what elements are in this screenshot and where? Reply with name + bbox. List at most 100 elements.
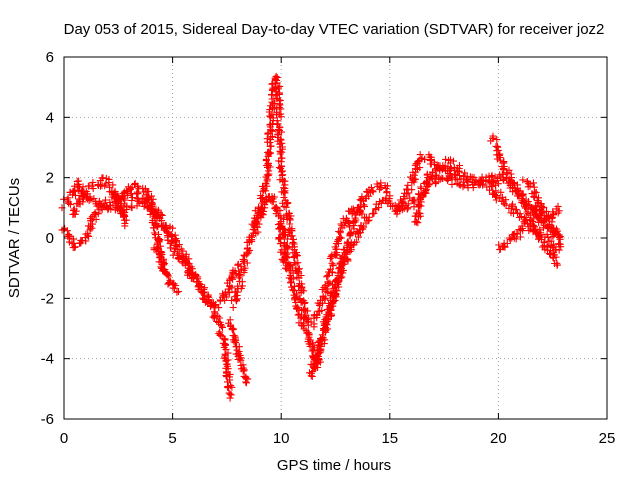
data-point-marker [157,211,165,218]
data-point-marker [279,167,286,175]
data-point-marker [171,231,179,239]
data-point-marker [84,190,92,198]
data-point-marker [219,323,226,331]
data-point-marker [332,283,340,291]
data-point-marker [121,222,129,230]
data-point-marker [89,185,97,192]
data-point-marker [166,244,174,252]
data-point-marker [489,182,497,190]
data-point-marker [369,210,377,218]
data-point-marker [281,181,289,189]
y-tick-labels: -6 -4 -2 0 2 4 6 [41,49,54,428]
data-point-marker [264,160,272,168]
data-point-marker [249,225,257,233]
data-point-marker [383,188,391,196]
data-point-marker [281,231,289,239]
data-point-marker [293,305,300,313]
data-point-marker [266,106,274,114]
data-point-marker [224,349,232,357]
data-point-marker [277,136,285,144]
data-point-marker [204,292,212,300]
data-point-marker [317,347,325,355]
data-point-marker [106,198,114,206]
data-point-marker [268,80,276,88]
data-point-marker [419,193,427,201]
data-point-marker [514,209,521,217]
data-point-marker [236,272,244,280]
data-point-marker [99,174,107,182]
y-tick-label: 2 [46,170,54,187]
x-tick-label: 5 [168,430,176,447]
data-point-marker [414,219,422,227]
data-point-marker [555,207,563,215]
data-point-marker [127,190,135,198]
data-point-marker [160,261,168,269]
data-point-marker [444,163,452,171]
data-point-marker [336,229,344,237]
data-point-marker [369,188,377,196]
data-point-marker [377,184,385,191]
y-tick-label: -6 [41,411,54,428]
data-point-marker [285,266,293,274]
data-point-marker [102,196,109,204]
data-point-marker [91,209,99,217]
data-point-marker [227,321,234,329]
data-point-marker [281,189,289,197]
data-point-marker [308,339,316,347]
data-point-marker [495,241,503,249]
data-point-marker [513,230,521,238]
data-point-marker [118,193,126,201]
data-point-marker [213,317,221,325]
data-point-marker [546,250,553,258]
data-point-marker [263,135,271,143]
data-point-marker [71,243,79,251]
data-point-marker [171,284,178,292]
data-point-marker [282,242,290,250]
data-point-marker [283,254,291,262]
data-point-marker [230,325,238,333]
data-point-marker [72,191,79,199]
data-point-marker [301,315,309,323]
data-point-marker [322,313,330,321]
data-point-marker [237,356,245,364]
data-point-marker [199,289,207,297]
data-point-marker [232,337,240,345]
data-point-marker [318,307,326,314]
data-point-marker [309,368,317,376]
data-point-marker [479,180,487,188]
data-point-marker [88,224,96,232]
data-point-marker [456,172,463,179]
data-point-marker [262,187,270,195]
data-point-marker [241,264,249,272]
data-point-marker [89,178,97,186]
data-point-marker [264,129,272,137]
data-point-marker [280,215,287,223]
data-point-marker [198,288,206,296]
x-tick-label: 20 [490,430,507,447]
data-point-marker [194,275,202,283]
data-point-marker [69,187,77,195]
data-point-marker [278,154,286,162]
data-point-marker [236,277,244,285]
data-point-marker [382,184,390,192]
data-point-marker [453,176,461,184]
data-point-marker [266,149,274,157]
data-point-marker [74,180,82,188]
data-point-marker [242,379,250,387]
data-point-marker [550,241,557,249]
data-point-marker [360,223,368,231]
data-point-marker [300,325,308,333]
data-point-marker [269,100,277,108]
data-point-marker [373,180,381,188]
data-point-marker [423,170,431,178]
data-point-marker [225,289,233,297]
data-point-marker [464,181,472,189]
data-point-marker [286,220,294,228]
data-point-marker [327,292,335,300]
data-point-marker [234,261,242,269]
data-point-marker [320,320,328,328]
data-point-marker [199,294,207,302]
data-point-marker [510,231,517,238]
data-point-marker [239,367,247,375]
data-point-marker [486,186,493,194]
